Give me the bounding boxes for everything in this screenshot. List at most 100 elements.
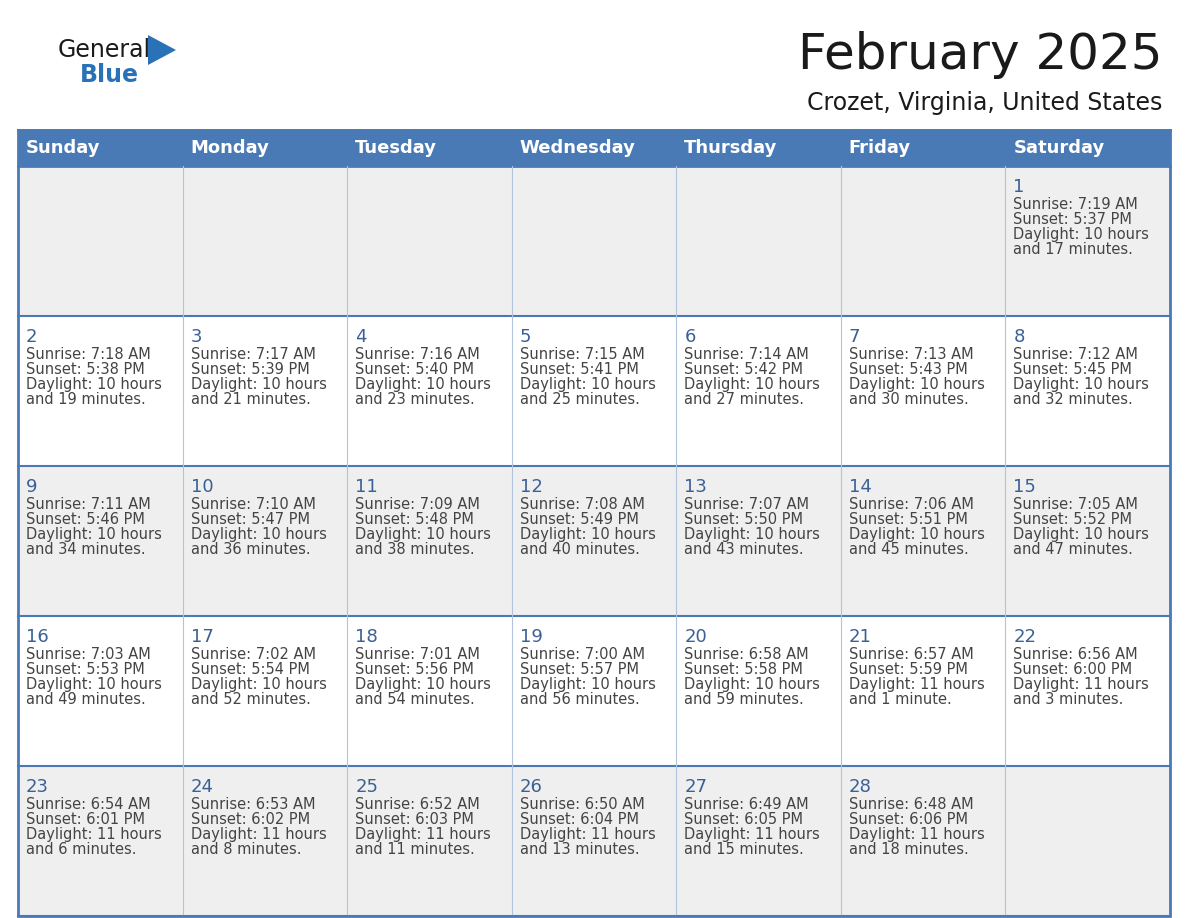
Text: Saturday: Saturday	[1013, 139, 1105, 157]
Text: Daylight: 10 hours: Daylight: 10 hours	[684, 677, 820, 692]
Text: Daylight: 11 hours: Daylight: 11 hours	[1013, 677, 1149, 692]
Text: Tuesday: Tuesday	[355, 139, 437, 157]
Text: Sunset: 5:57 PM: Sunset: 5:57 PM	[519, 662, 639, 677]
Text: Daylight: 10 hours: Daylight: 10 hours	[26, 377, 162, 392]
Text: Daylight: 10 hours: Daylight: 10 hours	[1013, 227, 1149, 242]
Text: 16: 16	[26, 628, 49, 646]
Bar	[18, 166, 1170, 316]
Text: Sunset: 5:56 PM: Sunset: 5:56 PM	[355, 662, 474, 677]
Text: 8: 8	[1013, 328, 1025, 346]
Text: General: General	[58, 38, 151, 62]
Text: Daylight: 10 hours: Daylight: 10 hours	[849, 527, 985, 542]
Text: and 59 minutes.: and 59 minutes.	[684, 692, 804, 707]
Text: Sunday: Sunday	[26, 139, 101, 157]
Text: Sunset: 6:00 PM: Sunset: 6:00 PM	[1013, 662, 1132, 677]
Text: Sunset: 5:50 PM: Sunset: 5:50 PM	[684, 512, 803, 527]
Text: 28: 28	[849, 778, 872, 796]
Text: 20: 20	[684, 628, 707, 646]
Text: Sunrise: 6:58 AM: Sunrise: 6:58 AM	[684, 647, 809, 662]
Text: and 32 minutes.: and 32 minutes.	[1013, 392, 1133, 407]
Text: Sunset: 5:48 PM: Sunset: 5:48 PM	[355, 512, 474, 527]
Text: 6: 6	[684, 328, 696, 346]
Text: 17: 17	[190, 628, 214, 646]
Text: Daylight: 11 hours: Daylight: 11 hours	[190, 827, 327, 842]
Text: Daylight: 10 hours: Daylight: 10 hours	[1013, 527, 1149, 542]
Text: Sunset: 5:49 PM: Sunset: 5:49 PM	[519, 512, 639, 527]
Text: Daylight: 11 hours: Daylight: 11 hours	[26, 827, 162, 842]
Text: Sunset: 5:58 PM: Sunset: 5:58 PM	[684, 662, 803, 677]
Text: 18: 18	[355, 628, 378, 646]
Text: and 34 minutes.: and 34 minutes.	[26, 542, 146, 557]
Bar	[18, 466, 1170, 616]
Text: Sunset: 5:37 PM: Sunset: 5:37 PM	[1013, 212, 1132, 227]
Text: and 1 minute.: and 1 minute.	[849, 692, 952, 707]
Text: Daylight: 11 hours: Daylight: 11 hours	[355, 827, 491, 842]
Text: 14: 14	[849, 478, 872, 496]
Text: Daylight: 10 hours: Daylight: 10 hours	[519, 677, 656, 692]
Text: Sunset: 6:02 PM: Sunset: 6:02 PM	[190, 812, 310, 827]
Text: 10: 10	[190, 478, 213, 496]
Text: Sunrise: 6:54 AM: Sunrise: 6:54 AM	[26, 797, 151, 812]
Text: 12: 12	[519, 478, 543, 496]
Text: Sunrise: 7:14 AM: Sunrise: 7:14 AM	[684, 347, 809, 362]
Text: Sunrise: 6:52 AM: Sunrise: 6:52 AM	[355, 797, 480, 812]
Text: Sunrise: 7:02 AM: Sunrise: 7:02 AM	[190, 647, 316, 662]
Text: Daylight: 10 hours: Daylight: 10 hours	[26, 527, 162, 542]
Text: Sunset: 6:05 PM: Sunset: 6:05 PM	[684, 812, 803, 827]
Text: Sunrise: 6:53 AM: Sunrise: 6:53 AM	[190, 797, 315, 812]
Text: Sunrise: 7:03 AM: Sunrise: 7:03 AM	[26, 647, 151, 662]
Text: Daylight: 10 hours: Daylight: 10 hours	[684, 527, 820, 542]
Text: Sunset: 5:51 PM: Sunset: 5:51 PM	[849, 512, 968, 527]
Text: Daylight: 10 hours: Daylight: 10 hours	[355, 377, 491, 392]
Text: Sunset: 6:06 PM: Sunset: 6:06 PM	[849, 812, 968, 827]
Text: Daylight: 11 hours: Daylight: 11 hours	[849, 827, 985, 842]
Text: Daylight: 10 hours: Daylight: 10 hours	[519, 527, 656, 542]
Text: and 45 minutes.: and 45 minutes.	[849, 542, 968, 557]
Text: and 43 minutes.: and 43 minutes.	[684, 542, 804, 557]
Text: Sunrise: 7:08 AM: Sunrise: 7:08 AM	[519, 497, 645, 512]
Text: Daylight: 10 hours: Daylight: 10 hours	[684, 377, 820, 392]
Text: and 40 minutes.: and 40 minutes.	[519, 542, 639, 557]
Text: and 52 minutes.: and 52 minutes.	[190, 692, 310, 707]
Text: and 36 minutes.: and 36 minutes.	[190, 542, 310, 557]
Text: Sunrise: 6:57 AM: Sunrise: 6:57 AM	[849, 647, 974, 662]
Text: Sunrise: 7:15 AM: Sunrise: 7:15 AM	[519, 347, 644, 362]
Text: 22: 22	[1013, 628, 1036, 646]
Text: Sunrise: 7:09 AM: Sunrise: 7:09 AM	[355, 497, 480, 512]
Polygon shape	[148, 35, 176, 65]
Text: 3: 3	[190, 328, 202, 346]
Text: 5: 5	[519, 328, 531, 346]
Text: 23: 23	[26, 778, 49, 796]
Text: and 21 minutes.: and 21 minutes.	[190, 392, 310, 407]
Text: and 23 minutes.: and 23 minutes.	[355, 392, 475, 407]
Text: Sunset: 6:03 PM: Sunset: 6:03 PM	[355, 812, 474, 827]
Text: 11: 11	[355, 478, 378, 496]
Text: and 38 minutes.: and 38 minutes.	[355, 542, 475, 557]
Text: Sunrise: 7:00 AM: Sunrise: 7:00 AM	[519, 647, 645, 662]
Text: Daylight: 10 hours: Daylight: 10 hours	[190, 677, 327, 692]
Text: February 2025: February 2025	[797, 31, 1162, 79]
Text: Sunrise: 7:13 AM: Sunrise: 7:13 AM	[849, 347, 973, 362]
Text: and 6 minutes.: and 6 minutes.	[26, 842, 137, 857]
Text: Daylight: 10 hours: Daylight: 10 hours	[190, 377, 327, 392]
Text: Daylight: 10 hours: Daylight: 10 hours	[355, 677, 491, 692]
Text: Sunset: 5:43 PM: Sunset: 5:43 PM	[849, 362, 967, 377]
Text: Sunrise: 7:18 AM: Sunrise: 7:18 AM	[26, 347, 151, 362]
Text: and 47 minutes.: and 47 minutes.	[1013, 542, 1133, 557]
Text: Daylight: 11 hours: Daylight: 11 hours	[519, 827, 656, 842]
Text: 26: 26	[519, 778, 543, 796]
Bar	[18, 616, 1170, 766]
Text: Sunset: 5:47 PM: Sunset: 5:47 PM	[190, 512, 310, 527]
Text: Daylight: 10 hours: Daylight: 10 hours	[355, 527, 491, 542]
Text: Daylight: 11 hours: Daylight: 11 hours	[684, 827, 820, 842]
Text: 2: 2	[26, 328, 38, 346]
Bar	[18, 130, 1170, 166]
Text: and 18 minutes.: and 18 minutes.	[849, 842, 968, 857]
Text: Sunrise: 6:56 AM: Sunrise: 6:56 AM	[1013, 647, 1138, 662]
Text: Wednesday: Wednesday	[519, 139, 636, 157]
Text: Sunrise: 7:17 AM: Sunrise: 7:17 AM	[190, 347, 316, 362]
Text: Daylight: 10 hours: Daylight: 10 hours	[519, 377, 656, 392]
Text: 15: 15	[1013, 478, 1036, 496]
Text: 1: 1	[1013, 178, 1025, 196]
Text: 25: 25	[355, 778, 378, 796]
